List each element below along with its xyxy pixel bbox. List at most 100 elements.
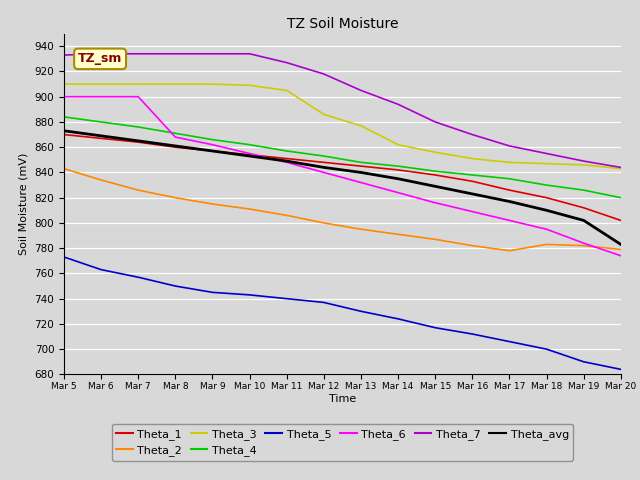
Theta_2 xyxy=(209,201,216,207)
Theta_5 xyxy=(506,339,513,345)
Theta_avg xyxy=(209,148,216,154)
Theta_7 xyxy=(617,165,625,170)
Theta_3 xyxy=(357,123,365,129)
Theta_6 xyxy=(357,180,365,185)
Theta_4 xyxy=(357,159,365,165)
Theta_1 xyxy=(97,135,105,141)
Theta_1 xyxy=(320,159,328,165)
Theta_5 xyxy=(543,346,550,352)
Theta_1 xyxy=(172,144,179,150)
Theta_4 xyxy=(580,187,588,193)
Theta_6 xyxy=(468,209,476,215)
Theta_7 xyxy=(543,151,550,156)
Theta_3 xyxy=(468,156,476,161)
Theta_avg xyxy=(60,128,68,133)
Theta_avg xyxy=(543,207,550,213)
Theta_5 xyxy=(134,275,142,280)
Theta_5 xyxy=(320,300,328,305)
Theta_1 xyxy=(431,172,439,178)
Theta_7 xyxy=(320,71,328,77)
Theta_4 xyxy=(617,195,625,201)
Theta_7 xyxy=(60,52,68,58)
Theta_5 xyxy=(60,254,68,260)
Theta_7 xyxy=(431,119,439,125)
Theta_avg xyxy=(357,169,365,175)
Theta_avg xyxy=(283,158,291,164)
Theta_2 xyxy=(172,195,179,201)
Theta_2 xyxy=(134,187,142,193)
Theta_4 xyxy=(394,163,402,169)
Theta_4 xyxy=(468,172,476,178)
Line: Theta_6: Theta_6 xyxy=(64,96,621,256)
Line: Theta_4: Theta_4 xyxy=(64,117,621,198)
Theta_4 xyxy=(97,119,105,125)
Line: Theta_3: Theta_3 xyxy=(64,84,621,168)
Theta_6 xyxy=(394,190,402,195)
Theta_5 xyxy=(394,316,402,322)
Theta_4 xyxy=(209,137,216,143)
Theta_6 xyxy=(506,217,513,223)
Title: TZ Soil Moisture: TZ Soil Moisture xyxy=(287,17,398,31)
Theta_7 xyxy=(357,87,365,93)
Theta_7 xyxy=(394,101,402,107)
Theta_1 xyxy=(134,139,142,145)
Theta_3 xyxy=(172,81,179,87)
Theta_4 xyxy=(431,168,439,174)
Theta_avg xyxy=(172,143,179,149)
Line: Theta_7: Theta_7 xyxy=(64,54,621,168)
Theta_4 xyxy=(60,114,68,120)
Theta_5 xyxy=(172,283,179,289)
Theta_3 xyxy=(97,81,105,87)
Theta_7 xyxy=(134,51,142,57)
Line: Theta_5: Theta_5 xyxy=(64,257,621,369)
Theta_1 xyxy=(506,187,513,193)
Theta_avg xyxy=(506,199,513,204)
Theta_6 xyxy=(580,240,588,246)
Theta_avg xyxy=(617,241,625,247)
Theta_3 xyxy=(394,142,402,147)
Theta_7 xyxy=(209,51,216,57)
Theta_2 xyxy=(580,243,588,249)
Theta_6 xyxy=(617,253,625,259)
Line: Theta_avg: Theta_avg xyxy=(64,131,621,244)
Theta_3 xyxy=(209,81,216,87)
Theta_1 xyxy=(468,179,476,184)
Theta_7 xyxy=(97,51,105,57)
Theta_1 xyxy=(283,156,291,161)
Theta_3 xyxy=(320,111,328,117)
Theta_4 xyxy=(246,142,253,147)
Line: Theta_1: Theta_1 xyxy=(64,134,621,220)
Theta_avg xyxy=(394,176,402,181)
Theta_7 xyxy=(283,60,291,65)
Theta_2 xyxy=(543,241,550,247)
Theta_7 xyxy=(580,158,588,164)
Theta_4 xyxy=(320,153,328,159)
Theta_1 xyxy=(394,167,402,173)
Theta_avg xyxy=(320,165,328,170)
Theta_6 xyxy=(246,151,253,156)
Theta_avg xyxy=(134,138,142,144)
Theta_1 xyxy=(60,132,68,137)
Theta_2 xyxy=(97,177,105,183)
Theta_3 xyxy=(60,81,68,87)
Theta_5 xyxy=(431,325,439,331)
Theta_2 xyxy=(357,227,365,232)
Theta_6 xyxy=(283,159,291,165)
Theta_4 xyxy=(506,176,513,181)
Theta_3 xyxy=(543,161,550,167)
Theta_5 xyxy=(97,267,105,273)
Theta_6 xyxy=(60,94,68,99)
Theta_1 xyxy=(209,148,216,154)
Theta_6 xyxy=(134,94,142,99)
Theta_2 xyxy=(320,220,328,226)
Y-axis label: Soil Moisture (mV): Soil Moisture (mV) xyxy=(19,153,29,255)
Theta_7 xyxy=(246,51,253,57)
Theta_5 xyxy=(468,331,476,337)
Legend: Theta_1, Theta_2, Theta_3, Theta_4, Theta_5, Theta_6, Theta_7, Theta_avg: Theta_1, Theta_2, Theta_3, Theta_4, Thet… xyxy=(111,424,573,460)
Theta_1 xyxy=(580,205,588,211)
Theta_avg xyxy=(580,217,588,223)
Theta_6 xyxy=(543,227,550,232)
Theta_1 xyxy=(617,217,625,223)
Theta_5 xyxy=(283,296,291,301)
Theta_7 xyxy=(172,51,179,57)
